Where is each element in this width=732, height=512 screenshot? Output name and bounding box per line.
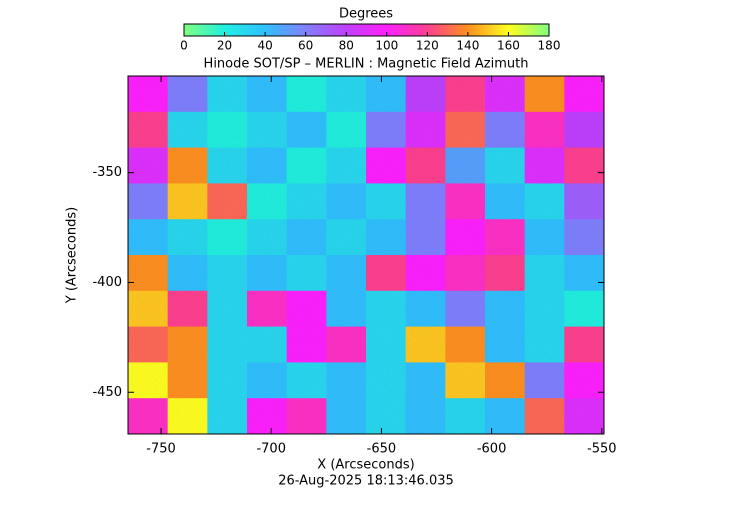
colorbar-tick-label: 180 <box>538 39 561 53</box>
colorbar-tick-label: 140 <box>456 39 479 53</box>
colorbar-tick-label: 80 <box>339 39 354 53</box>
y-tick-label: -400 <box>92 275 122 290</box>
colorbar-tick-label: 100 <box>375 39 398 53</box>
colorbar <box>183 23 550 37</box>
x-tick-label: -550 <box>587 442 617 457</box>
x-tick-label: -750 <box>146 442 176 457</box>
plot-frame <box>127 75 605 435</box>
y-tick-label: -350 <box>92 165 122 180</box>
texture <box>128 76 604 434</box>
colorbar-tick-label: 0 <box>180 39 188 53</box>
x-tick-label: -600 <box>477 442 507 457</box>
x-tick-label: -650 <box>367 442 397 457</box>
colorbar-tick-label: 60 <box>298 39 313 53</box>
x-axis-label: X (Arcseconds) <box>317 458 414 473</box>
timestamp: 26-Aug-2025 18:13:46.035 <box>278 474 454 489</box>
colorbar-label: Degrees <box>339 7 393 22</box>
colorbar-tick-label: 160 <box>497 39 520 53</box>
chart-title: Hinode SOT/SP – MERLIN : Magnetic Field … <box>204 57 529 72</box>
colorbar-tick-label: 120 <box>416 39 439 53</box>
y-tick-label: -450 <box>92 385 122 400</box>
colorbar-tick-label: 40 <box>257 39 272 53</box>
colorbar-tick-label: 20 <box>217 39 232 53</box>
x-tick-label: -700 <box>256 442 286 457</box>
y-axis-label: Y (Arcseconds) <box>65 207 80 304</box>
